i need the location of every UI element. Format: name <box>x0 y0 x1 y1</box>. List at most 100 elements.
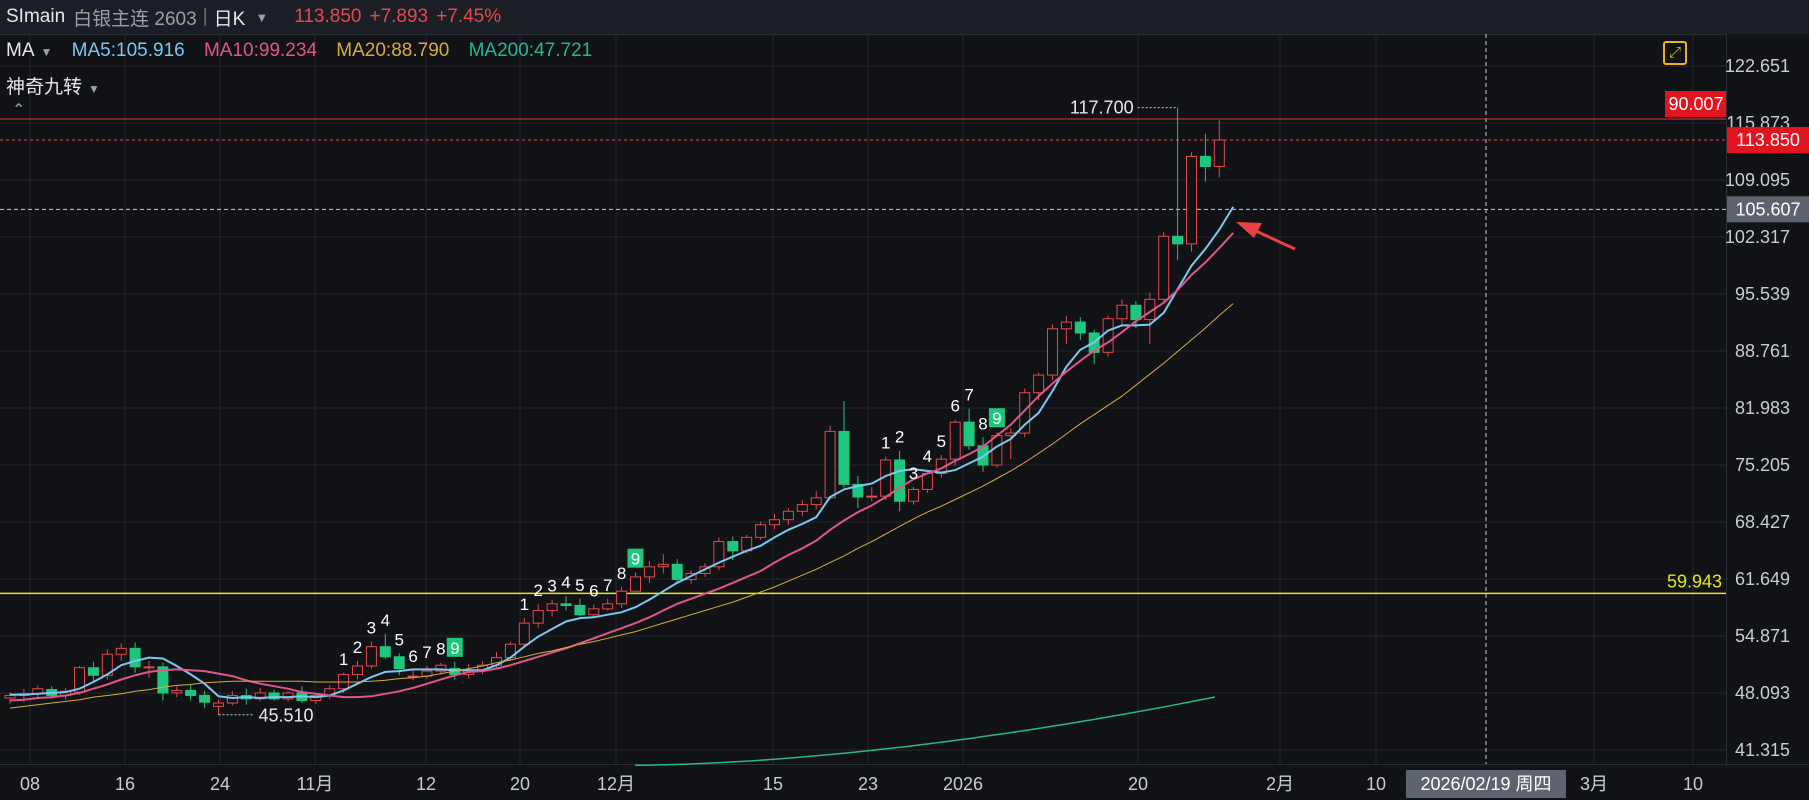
nine-turn-number: 7 <box>422 643 431 662</box>
nine-turn-number: 9 <box>631 550 640 569</box>
x-tick-label: 16 <box>115 774 135 794</box>
fullscreen-icon[interactable]: ⤢ <box>1663 41 1687 65</box>
candle-body <box>115 647 127 655</box>
ma-legend: MA ▼ MA5:105.916 MA10:99.234 MA20:88.790 … <box>6 40 606 62</box>
candle-body <box>1019 392 1031 434</box>
candle-body <box>755 524 767 538</box>
nine-turn-number: 5 <box>937 432 946 451</box>
nine-turn-number: 8 <box>617 564 626 583</box>
candle-body <box>713 541 725 568</box>
y-tick-label: 102.317 <box>1725 227 1790 247</box>
x-tick-label: 08 <box>20 774 40 794</box>
price-axis[interactable] <box>1726 34 1809 764</box>
candle-body <box>129 647 141 668</box>
ma5-value: MA5:105.916 <box>71 40 185 61</box>
symbol-name: 白银主连 2603 <box>73 8 197 30</box>
ma-indicator-label[interactable]: MA <box>6 40 35 61</box>
nine-turn-number: 6 <box>589 582 598 601</box>
ma-dropdown-icon[interactable]: ▼ <box>40 45 53 59</box>
y-tick-label: 95.539 <box>1735 284 1790 304</box>
candle-body <box>991 435 1003 466</box>
x-tick-label: 12 <box>416 774 436 794</box>
period-dropdown-icon[interactable]: ▼ <box>255 9 269 25</box>
candle-body <box>435 664 447 672</box>
candle-body <box>87 667 99 676</box>
y-tick-label: 81.983 <box>1735 398 1790 418</box>
candle-body <box>379 646 391 658</box>
nine-turn-number: 1 <box>339 650 348 669</box>
nine-turn-number: 9 <box>992 409 1001 428</box>
candle-body <box>546 603 558 612</box>
x-tick-label: 23 <box>858 774 878 794</box>
ma10-value: MA10:99.234 <box>203 40 318 61</box>
price-change-pct: +7.45% <box>436 6 502 27</box>
candle-body <box>963 421 975 447</box>
candle-body <box>657 563 669 568</box>
nine-turn-number: 2 <box>533 581 542 600</box>
candle-body <box>727 541 739 552</box>
ma200-line <box>634 696 1216 767</box>
nine-turn-number: 4 <box>561 573 570 592</box>
crosshair-date-box <box>1406 770 1566 798</box>
nine-turn-number: 4 <box>923 447 932 466</box>
nine-turn-label[interactable]: 神奇九转 <box>6 77 83 98</box>
nine-turn-number: 1 <box>520 595 529 614</box>
last-price: 113.850 <box>294 6 362 27</box>
nine-turn-number: 8 <box>436 640 445 659</box>
nine-turn-number: 5 <box>575 576 584 595</box>
nine-turn-box <box>627 548 644 568</box>
candle-body <box>1074 321 1086 334</box>
nine-turn-box <box>988 408 1005 428</box>
candle-body <box>574 604 586 616</box>
red-line-label-box <box>1665 91 1726 117</box>
high-label: 117.700 <box>1070 98 1134 118</box>
header-separator: | <box>202 6 208 27</box>
candle-body <box>796 504 808 512</box>
candle-body <box>1060 321 1072 330</box>
low-label: 45.510 <box>259 706 314 726</box>
candle-body <box>671 563 683 580</box>
yellow-line-label: 59.943 <box>1667 571 1722 591</box>
red-line-label: 90.007 <box>1668 94 1723 114</box>
candle-body <box>518 622 530 645</box>
candle-body <box>769 519 780 526</box>
candle-body <box>185 689 197 696</box>
y-tick-label: 122.651 <box>1725 56 1790 76</box>
symbol-code[interactable]: SImain <box>6 6 66 27</box>
candle-body <box>630 576 641 592</box>
ma20-value: MA20:88.790 <box>336 40 450 61</box>
x-tick-label: 15 <box>763 774 783 794</box>
candle-body <box>213 702 224 707</box>
ma200-line <box>634 696 1216 767</box>
x-tick-label: 3月 <box>1580 774 1608 794</box>
candle-body <box>949 421 961 460</box>
x-tick-label: 24 <box>210 774 230 794</box>
candle-body <box>352 665 363 675</box>
nine-turn-dropdown-icon[interactable]: ▼ <box>88 82 100 96</box>
moving-averages <box>9 206 1235 709</box>
candle-body <box>908 488 919 502</box>
y-tick-label: 68.427 <box>1735 512 1790 532</box>
annotations: 117.700 45.510 <box>218 98 1296 726</box>
y-tick-label: 54.871 <box>1735 626 1790 646</box>
candle-body <box>824 430 836 499</box>
y-axis-ticks: 122.651115.873109.095102.31795.53988.761… <box>1725 56 1809 760</box>
candle-body <box>157 666 169 694</box>
nine-turn-number: 7 <box>603 576 612 595</box>
candle-body <box>560 603 572 606</box>
period-selector[interactable]: 日K <box>213 8 246 30</box>
candle-body <box>852 483 864 498</box>
ma10-line <box>9 232 1234 702</box>
candle-body <box>588 608 600 616</box>
ma5-line <box>10 206 1235 700</box>
candle-body <box>4 694 16 699</box>
nine-turn-number: 1 <box>881 434 890 453</box>
collapse-icon[interactable]: ⌃ <box>12 102 26 119</box>
candle-body <box>268 692 280 700</box>
candle-body <box>407 675 419 678</box>
candle-body <box>866 495 878 498</box>
candle-body <box>1213 139 1225 168</box>
last-price-label: 113.850 <box>1736 130 1800 150</box>
